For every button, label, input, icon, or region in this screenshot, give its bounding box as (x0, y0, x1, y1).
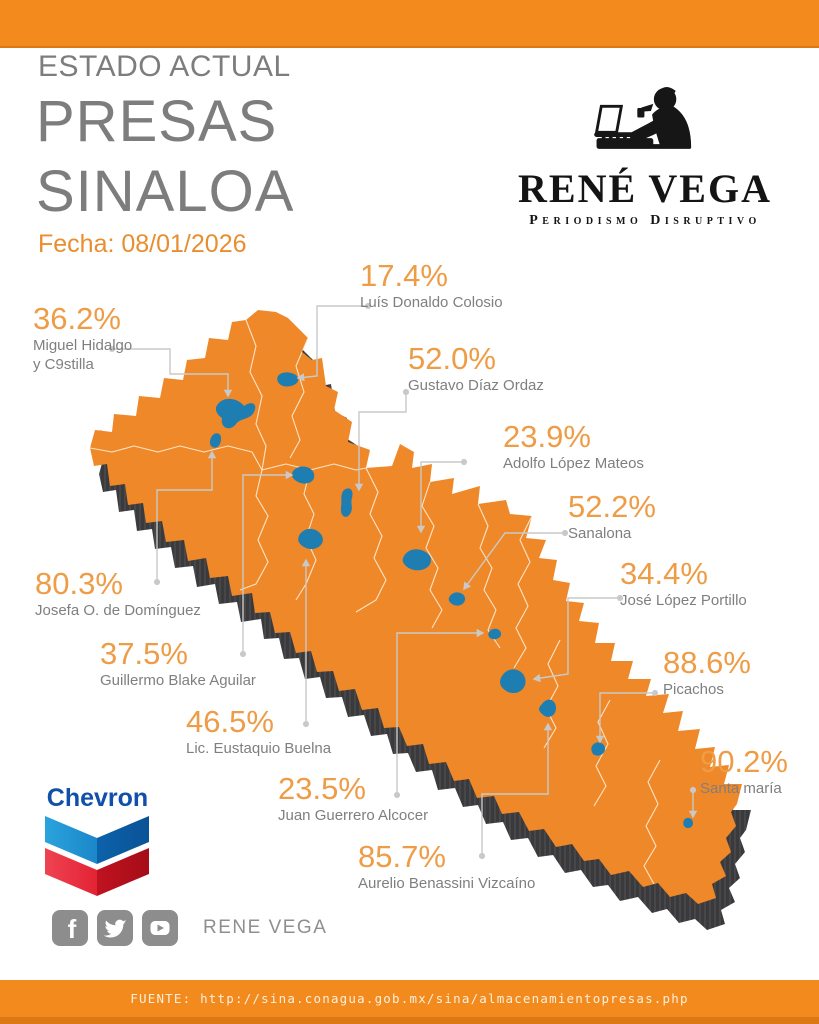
dam-blob-guerrero (488, 628, 502, 640)
dam-label-josefa: 80.3% Josefa O. de Domínguez (35, 567, 201, 621)
dam-label-sanalona: 52.2% Sanalona (568, 490, 656, 544)
leader-picachos (595, 689, 659, 744)
dam-label-benassini: 85.7% Aurelio Benassini Vizcaíno (358, 840, 535, 894)
dam-percentage: 34.4% (620, 556, 708, 591)
chevron-shape-icon (45, 816, 149, 896)
source-url-text: FUENTE: http://sina.conagua.gob.mx/sina/… (130, 991, 689, 1006)
dam-label-hidalgo: 36.2% Miguel Hidalgo y C9stilla (33, 302, 132, 375)
leader-blake (239, 470, 294, 658)
dam-name: Adolfo López Mateos (503, 455, 644, 473)
leader-colosio (296, 302, 372, 382)
dam-percentage: 23.9% (503, 419, 591, 454)
youtube-icon (142, 910, 178, 946)
bottom-accent-bar: FUENTE: http://sina.conagua.gob.mx/sina/… (0, 980, 819, 1024)
dam-blob-hidalgo (215, 398, 256, 429)
chevron-wordmark: Chevron (46, 784, 149, 812)
dam-label-santa-maria: 90.2% Santa maría (700, 745, 788, 799)
brand-block: RENÉ VEGA Periodismo Disruptivo (495, 85, 795, 229)
dam-label-diaz-ordaz: 52.0% Gustavo Díaz Ordaz (408, 342, 544, 396)
dam-name: Lic. Eustaquio Buelna (186, 740, 332, 758)
dam-name: Josefa O. de Domínguez (35, 602, 201, 620)
dam-blob-blake (291, 466, 315, 484)
dam-name: Juan Guerrero Alcocer (278, 807, 429, 825)
dam-percentage: 17.4% (360, 258, 448, 293)
dam-name: Picachos (663, 681, 724, 699)
leader-sanalona (463, 529, 569, 591)
leader-guerrero (393, 628, 485, 799)
dam-percentage: 46.5% (186, 704, 274, 739)
dam-label-colosio: 17.4% Luís Donaldo Colosio (360, 259, 503, 313)
dam-label-picachos: 88.6% Picachos (663, 646, 751, 700)
leader-benassini (478, 722, 553, 860)
dam-name: Gustavo Díaz Ordaz (408, 377, 544, 395)
dam-blob-diaz-ordaz (340, 488, 353, 517)
page-title-line1: PRESAS (36, 89, 278, 154)
dam-blob-buelna (298, 528, 323, 550)
svg-text:f: f (68, 914, 77, 944)
brand-tagline: Periodismo Disruptivo (529, 213, 761, 228)
dam-percentage: 90.2% (700, 744, 788, 779)
dam-name: José López Portillo (620, 592, 747, 610)
dam-percentage: 80.3% (35, 566, 123, 601)
leader-josefa (153, 450, 217, 586)
leader-hidalgo (108, 345, 233, 398)
dam-percentage: 37.5% (100, 636, 188, 671)
dam-percentage: 23.5% (278, 771, 366, 806)
brand-name: RENÉ VEGA (518, 166, 772, 211)
dam-blob-lopez-mateos (402, 549, 432, 571)
dam-blob-picachos (591, 742, 606, 756)
dam-name: Sanalona (568, 525, 632, 543)
dam-percentage: 52.2% (568, 489, 656, 524)
dam-percentage: 36.2% (33, 301, 121, 336)
dam-label-lopez-portillo: 34.4% José López Portillo (620, 557, 747, 611)
map-surface (90, 310, 742, 904)
facebook-icon: f (52, 910, 88, 946)
social-handle: RENE VEGA (203, 917, 328, 938)
dam-blob-benassini (539, 699, 556, 717)
dam-blob-colosio (277, 372, 299, 387)
date-label: Fecha: 08/01/2026 (38, 230, 247, 258)
top-accent-bar (0, 0, 819, 48)
social-row: f RENE VEGA (52, 910, 327, 946)
dam-blob-josefa (209, 433, 222, 448)
dam-label-guerrero: 23.5% Juan Guerrero Alcocer (278, 772, 428, 826)
dam-label-blake: 37.5% Guillermo Blake Aguilar (100, 637, 256, 691)
dam-name: Aurelio Benassini Vizcaíno (358, 875, 536, 893)
dam-percentage: 52.0% (408, 341, 496, 376)
dam-blob-santa-maria (683, 817, 693, 829)
dam-label-buelna: 46.5% Lic. Eustaquio Buelna (186, 705, 331, 759)
leader-lines (108, 302, 698, 860)
dam-name: Miguel Hidalgo y C9stilla (33, 337, 133, 373)
kicker-text: ESTADO ACTUAL (38, 50, 291, 83)
dam-name: Luís Donaldo Colosio (360, 294, 503, 312)
chevron-logo: Chevron (45, 784, 150, 900)
journalist-typewriter-icon (594, 87, 692, 149)
dam-name: Guillermo Blake Aguilar (100, 672, 256, 690)
leader-lopez-portillo (532, 594, 624, 683)
dam-blob-lopez-portillo (500, 669, 526, 694)
twitter-icon (97, 910, 133, 946)
dam-percentage: 88.6% (663, 645, 751, 680)
dam-reservoirs (209, 372, 693, 829)
dam-percentage: 85.7% (358, 839, 446, 874)
dam-blob-sanalona (448, 592, 466, 606)
dam-label-lopez-mateos: 23.9% Adolfo López Mateos (503, 420, 644, 474)
dam-name: Santa maría (700, 780, 782, 798)
leader-lopez-mateos (416, 458, 468, 534)
page-title-line2: SINALOA (36, 159, 295, 224)
leader-diaz-ordaz (354, 388, 410, 492)
